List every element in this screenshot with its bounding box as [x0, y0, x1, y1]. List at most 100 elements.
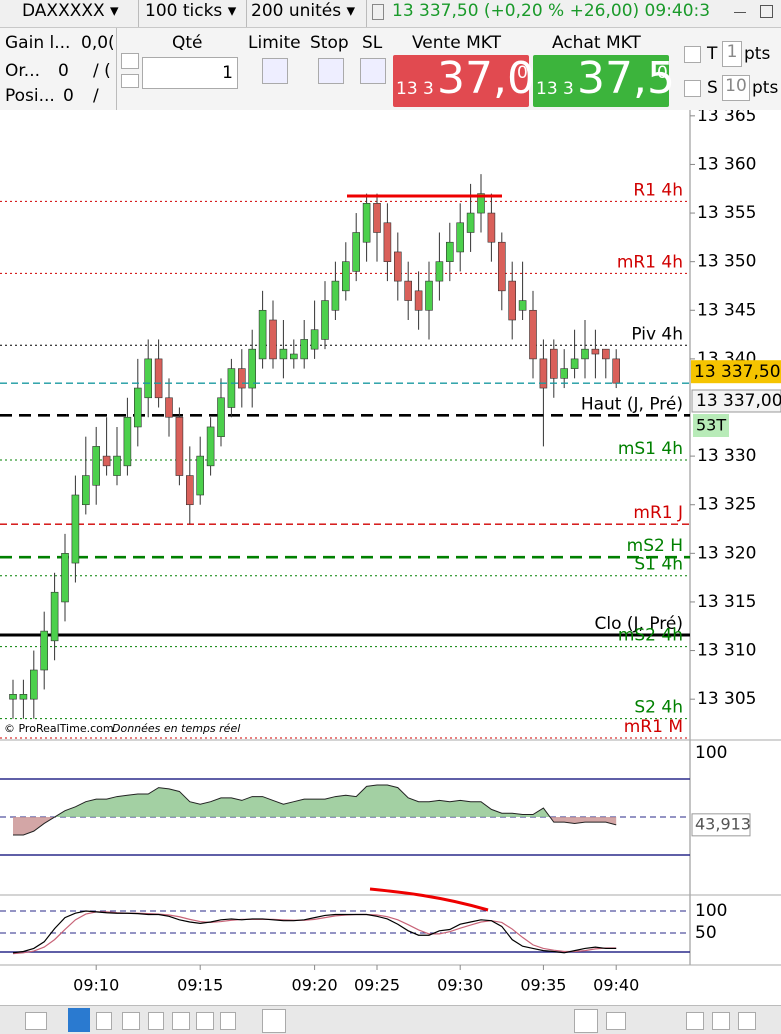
bottom-toolbar	[0, 1005, 781, 1034]
stochastic-plot	[0, 910, 690, 955]
buy-button[interactable]: 13 3 37,5 0	[533, 53, 675, 107]
level-label: Clo (J, Pré)	[594, 614, 683, 634]
level-label: mR1 J	[633, 503, 683, 523]
units-select[interactable]: 200 unités ▾	[246, 0, 367, 27]
candle-body	[404, 280, 413, 301]
s-input[interactable]: 10	[722, 75, 750, 101]
candle-body	[154, 358, 163, 399]
candle-body	[71, 494, 80, 564]
candle-body	[570, 358, 579, 369]
zoom-button[interactable]	[686, 1012, 704, 1030]
x-tick-label: 09:20	[292, 976, 338, 995]
candle-body	[373, 203, 381, 233]
candle-body	[186, 475, 194, 506]
y-tick-label: 13 365	[697, 110, 756, 126]
t-input[interactable]: 1	[722, 41, 742, 67]
candle-body	[300, 339, 309, 360]
tool-button[interactable]	[172, 1012, 190, 1030]
order-toolbar: Gain l... 0,0( Or... 0 / ( Posi... 0 / Q…	[0, 28, 781, 111]
candle-body	[352, 232, 361, 272]
ticks: 100 ticks	[145, 1, 223, 21]
level-label: S1 4h	[634, 555, 683, 575]
tick-counter-label: 53T	[696, 416, 726, 435]
x-tick-label: 09:15	[177, 976, 223, 995]
candle-body	[258, 309, 267, 360]
tool-button[interactable]	[96, 1012, 112, 1030]
candle-body	[529, 309, 537, 360]
gain-label: Gain l...	[5, 33, 71, 53]
share-button[interactable]	[68, 1008, 90, 1032]
candle-body	[383, 222, 392, 262]
zoom-button[interactable]	[738, 1012, 756, 1030]
window-buttons[interactable]	[712, 0, 781, 27]
indicator-button[interactable]	[25, 1012, 47, 1030]
candle-body	[279, 348, 288, 360]
candle-body	[92, 446, 100, 486]
y-tick-label: 13 325	[697, 495, 756, 515]
scroll-right[interactable]	[574, 1009, 598, 1033]
candle-body	[165, 397, 173, 418]
candle-body	[601, 348, 610, 360]
tool-icon[interactable]	[121, 53, 139, 69]
instrument-select[interactable]: DAXXXXX ▾	[0, 0, 139, 27]
y-tick-label: 13 330	[697, 446, 756, 466]
tool-button[interactable]	[196, 1012, 214, 1030]
y-tick-label: 13 345	[697, 300, 756, 320]
tool-button[interactable]	[220, 1012, 236, 1030]
price-tag	[691, 389, 781, 413]
limit-label: Limite	[248, 33, 301, 53]
last-price-tag	[691, 360, 781, 384]
level-label: mR1 M	[624, 717, 683, 737]
s-checkbox[interactable]	[684, 80, 701, 97]
tool-button[interactable]	[122, 1012, 140, 1030]
tick-counter	[693, 414, 729, 437]
x-tick-label: 09:10	[73, 976, 119, 995]
limit-button[interactable]	[262, 58, 288, 84]
position-sep: /	[93, 86, 99, 106]
sell-sup: 0	[517, 63, 528, 83]
units: 200 unités	[251, 1, 342, 21]
candle-body	[29, 669, 38, 700]
last-price-label: 13 337,50	[694, 362, 781, 382]
candle-body	[341, 261, 350, 292]
candle-body	[61, 553, 69, 603]
sell-prefix: 13 3	[396, 79, 434, 99]
t-label: T	[707, 44, 718, 64]
qty-label: Qté	[172, 33, 203, 53]
buy-label: Achat MKT	[552, 33, 641, 53]
ticks-select[interactable]: 100 ticks ▾	[140, 0, 247, 27]
candle-body	[508, 280, 517, 321]
s-value: 10	[725, 76, 747, 96]
t-checkbox[interactable]	[684, 46, 701, 63]
oscillator-plot	[0, 784, 690, 836]
candle-body	[113, 455, 121, 476]
level-label: R1 4h	[633, 180, 683, 200]
qty-input[interactable]: 1	[142, 57, 238, 89]
tool-button[interactable]	[148, 1012, 164, 1030]
candle-body	[50, 591, 59, 642]
candle-body	[581, 348, 589, 360]
t-unit: pts	[744, 44, 771, 64]
sl-button[interactable]	[360, 58, 386, 84]
sell-main: 37,0	[437, 53, 535, 104]
stochastic-k	[12, 910, 617, 954]
candle-body	[206, 426, 215, 467]
qty-value: 1	[222, 63, 233, 83]
buy-prefix: 13 3	[536, 79, 574, 99]
zoom-button[interactable]	[712, 1012, 730, 1030]
x-tick-label: 09:30	[437, 976, 483, 995]
scroll-left[interactable]	[262, 1009, 286, 1033]
candle-body	[591, 348, 600, 355]
candle-body	[477, 193, 485, 214]
tool-button[interactable]	[606, 1012, 626, 1030]
candle-body	[269, 319, 277, 360]
level-label: S2 4h	[634, 698, 683, 718]
stop-button[interactable]	[318, 58, 344, 84]
info-icon[interactable]	[372, 4, 384, 20]
s-label: S	[707, 78, 718, 98]
sell-button[interactable]: 13 3 37,0 0	[393, 53, 535, 107]
gain-value: 0,0(	[81, 33, 113, 53]
candle-body	[456, 222, 465, 253]
keyboard-icon[interactable]	[121, 74, 139, 88]
candle-body	[518, 300, 527, 311]
